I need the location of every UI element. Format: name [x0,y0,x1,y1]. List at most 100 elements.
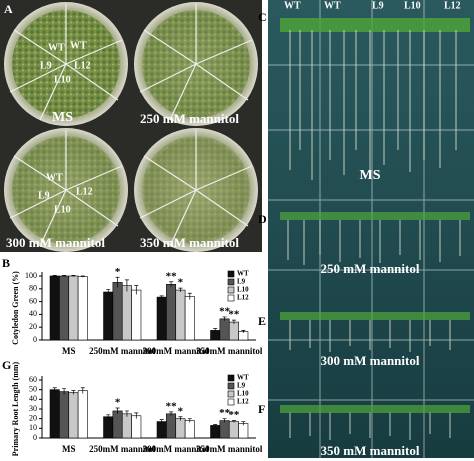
error-bar [241,330,246,333]
legend-label: WT [237,374,249,382]
legend-label: L10 [237,286,249,294]
error-bar [213,328,218,333]
legend-label: L10 [237,390,249,398]
significance: ** [166,400,178,412]
bar [59,391,70,439]
seedlings [280,18,470,32]
error-bar [159,295,164,299]
legend-label: WT [237,270,249,278]
error-bar [134,412,139,419]
y-tick-label: 10 [29,423,37,432]
line-label: L10 [54,204,71,215]
y-tick-label: 100 [25,271,37,280]
condition-label: 350 mM mannitol [321,443,420,458]
bar [184,296,195,341]
error-bar [134,285,139,295]
error-bar [169,411,174,416]
error-bar [159,419,164,424]
error-bar [124,279,129,292]
roots [287,30,461,440]
x-tick-label: 250mM mannitol [89,444,156,454]
error-bar [62,388,67,395]
line-label: WT [284,0,301,11]
bar [103,291,114,341]
line-label: L12 [444,0,461,11]
error-bar [106,289,111,295]
y-tick-label: 50 [29,384,37,393]
y-tick-label: 0 [33,335,37,344]
line-label: L9 [372,0,384,11]
condition-label: 300 mM mannitol [321,353,420,368]
condition-label: 250 mM mannitol [321,261,420,276]
error-bar [178,287,183,292]
legend-swatch [227,286,235,294]
panel-letter: D [258,212,267,226]
bar [228,421,239,439]
error-bar [115,407,120,414]
error-bar [80,387,85,394]
bar [68,392,79,439]
line-label: WT [46,172,63,183]
bar [175,418,186,439]
legend-swatch [227,294,235,302]
line-label: WT [70,40,87,51]
y-tick-label: 40 [29,309,37,318]
significance: ** [219,305,231,317]
bar [121,285,132,341]
error-bar [241,421,246,426]
bar [103,416,114,439]
bar [219,318,230,341]
bar [121,413,132,439]
bar [228,321,239,341]
error-bar [52,275,57,277]
bar [175,289,186,341]
bar [131,289,142,341]
legend-swatch [227,278,235,286]
condition-label: 250 mM mannitol [140,111,239,126]
condition-label: 350 mM mannitol [140,235,239,250]
bar [49,389,60,439]
error-bar [80,275,85,278]
legend-swatch [227,270,235,278]
y-axis-label: Primary Root Length (mm) [11,361,20,456]
condition-label: 300 mM mannitol [6,235,105,250]
error-bar [222,316,227,321]
error-bar [187,292,192,300]
error-bar [169,281,174,287]
bar [131,415,142,439]
condition-label: MS [360,168,381,183]
significance: * [178,405,184,417]
bar [77,276,88,341]
significance: ** [166,270,178,282]
x-tick-label: 300mM mannitol [143,346,210,356]
bar [112,282,123,341]
bar [210,425,221,439]
bar [166,413,177,439]
y-tick-label: 60 [29,296,37,305]
legend-swatch [227,390,235,398]
panel-letter: B [2,256,10,270]
bar [112,410,123,439]
significance: ** [228,309,240,321]
legend-label: L12 [237,398,249,406]
x-tick-label: 350mM mannitol [196,346,263,356]
error-bar [213,424,218,427]
error-bar [115,276,120,288]
bar [68,275,79,341]
dishes [4,2,258,252]
error-bar [52,387,57,392]
x-tick-label: MS [62,346,76,356]
bar [49,275,60,341]
x-tick-label: 350mM mannitol [196,444,263,454]
panel-letter: E [258,314,266,328]
error-bar [187,418,192,423]
error-bar [231,420,236,423]
line-label: L12 [76,186,93,197]
bar [238,423,249,439]
bar [77,390,88,439]
y-tick-label: 30 [29,404,37,413]
panel-letter: A [4,2,13,16]
line-label: L12 [74,60,91,71]
y-axis-label: Cotyledon Green (%) [11,271,20,345]
significance: ** [228,409,240,421]
